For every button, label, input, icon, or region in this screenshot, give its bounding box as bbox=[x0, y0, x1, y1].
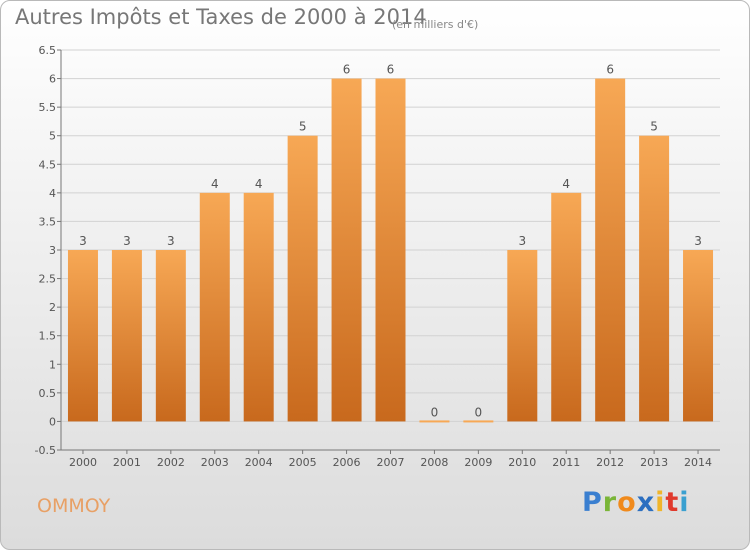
bar bbox=[243, 192, 274, 422]
y-tick-label: 0.5 bbox=[39, 387, 57, 400]
y-tick-label: 0 bbox=[49, 415, 56, 428]
x-tick-label: 2014 bbox=[684, 456, 712, 469]
data-label: 6 bbox=[343, 63, 351, 77]
bar bbox=[551, 192, 582, 422]
data-label: 6 bbox=[606, 63, 614, 77]
x-tick-label: 2007 bbox=[377, 456, 405, 469]
data-label: 4 bbox=[255, 177, 263, 191]
x-tick-label: 2002 bbox=[157, 456, 185, 469]
logo-letter: i bbox=[679, 487, 690, 518]
bar bbox=[155, 250, 186, 422]
bar bbox=[507, 250, 538, 422]
y-tick-label: 6.5 bbox=[39, 44, 57, 57]
y-tick-label: 4 bbox=[49, 187, 56, 200]
data-label: 5 bbox=[299, 120, 307, 134]
y-tick-label: -0.5 bbox=[35, 444, 56, 457]
x-tick-label: 2004 bbox=[245, 456, 273, 469]
x-tick-label: 2005 bbox=[289, 456, 317, 469]
bar bbox=[419, 420, 450, 423]
logo-letter: r bbox=[602, 487, 618, 518]
bar bbox=[595, 78, 626, 422]
bar bbox=[683, 250, 714, 422]
x-tick-label: 2009 bbox=[464, 456, 492, 469]
data-label: 6 bbox=[387, 63, 395, 77]
bar bbox=[287, 135, 318, 422]
logo-letter: P bbox=[582, 487, 603, 518]
y-tick-label: 5 bbox=[49, 130, 56, 143]
y-tick-label: 5.5 bbox=[39, 101, 57, 114]
y-tick-label: 2 bbox=[49, 301, 56, 314]
labels: 3 3 3 4 4 5 6 6 0 0 3 4 6 5 3 bbox=[79, 63, 702, 420]
x-tick-label: 2000 bbox=[69, 456, 97, 469]
x-tick-label: 2003 bbox=[201, 456, 229, 469]
logo-letter: o bbox=[617, 487, 637, 518]
y-tick-label: 3 bbox=[49, 244, 56, 257]
x-tick-label: 2008 bbox=[420, 456, 448, 469]
data-label: 3 bbox=[79, 234, 87, 248]
y-tick-label: 6 bbox=[49, 73, 56, 86]
y-tick-label: 3.5 bbox=[39, 215, 57, 228]
data-label: 3 bbox=[694, 234, 702, 248]
y-tick-label: 2.5 bbox=[39, 273, 57, 286]
data-label: 5 bbox=[650, 120, 658, 134]
bar bbox=[199, 192, 230, 422]
data-label: 3 bbox=[518, 234, 526, 248]
proxiti-logo: Proxiti bbox=[582, 487, 690, 518]
bar bbox=[67, 250, 98, 422]
data-label: 0 bbox=[431, 405, 439, 419]
data-label: 4 bbox=[211, 177, 219, 191]
x-tick-label: 2011 bbox=[552, 456, 580, 469]
bar bbox=[331, 78, 362, 422]
logo-letter: i bbox=[655, 487, 666, 518]
y-tick-label: 4.5 bbox=[39, 158, 57, 171]
axes: -0.5 0 0.5 1 1.5 2 2.5 3 3.5 4 4.5 5 5.5 6 6.5 2000 2001… bbox=[35, 44, 720, 469]
data-label: 0 bbox=[475, 405, 483, 419]
y-tick-label: 1 bbox=[49, 358, 56, 371]
bar bbox=[463, 420, 494, 423]
x-tick-label: 2006 bbox=[333, 456, 361, 469]
x-tick-label: 2001 bbox=[113, 456, 141, 469]
commune-name: OMMOY bbox=[37, 495, 111, 517]
logo-letter: t bbox=[665, 487, 680, 518]
bar bbox=[375, 78, 406, 422]
y-tick-label: 1.5 bbox=[39, 330, 57, 343]
data-label: 3 bbox=[167, 234, 175, 248]
data-label: 4 bbox=[562, 177, 570, 191]
chart-unit: (en milliers d'€) bbox=[392, 18, 479, 31]
x-tick-label: 2013 bbox=[640, 456, 668, 469]
data-label: 3 bbox=[123, 234, 131, 248]
bar bbox=[639, 135, 670, 422]
chart-title: Autres Impôts et Taxes de 2000 à 2014 bbox=[15, 5, 427, 29]
logo-letter: x bbox=[636, 487, 656, 518]
x-tick-label: 2010 bbox=[508, 456, 536, 469]
x-tick-label: 2012 bbox=[596, 456, 624, 469]
bars bbox=[67, 78, 714, 423]
bar bbox=[111, 250, 142, 422]
